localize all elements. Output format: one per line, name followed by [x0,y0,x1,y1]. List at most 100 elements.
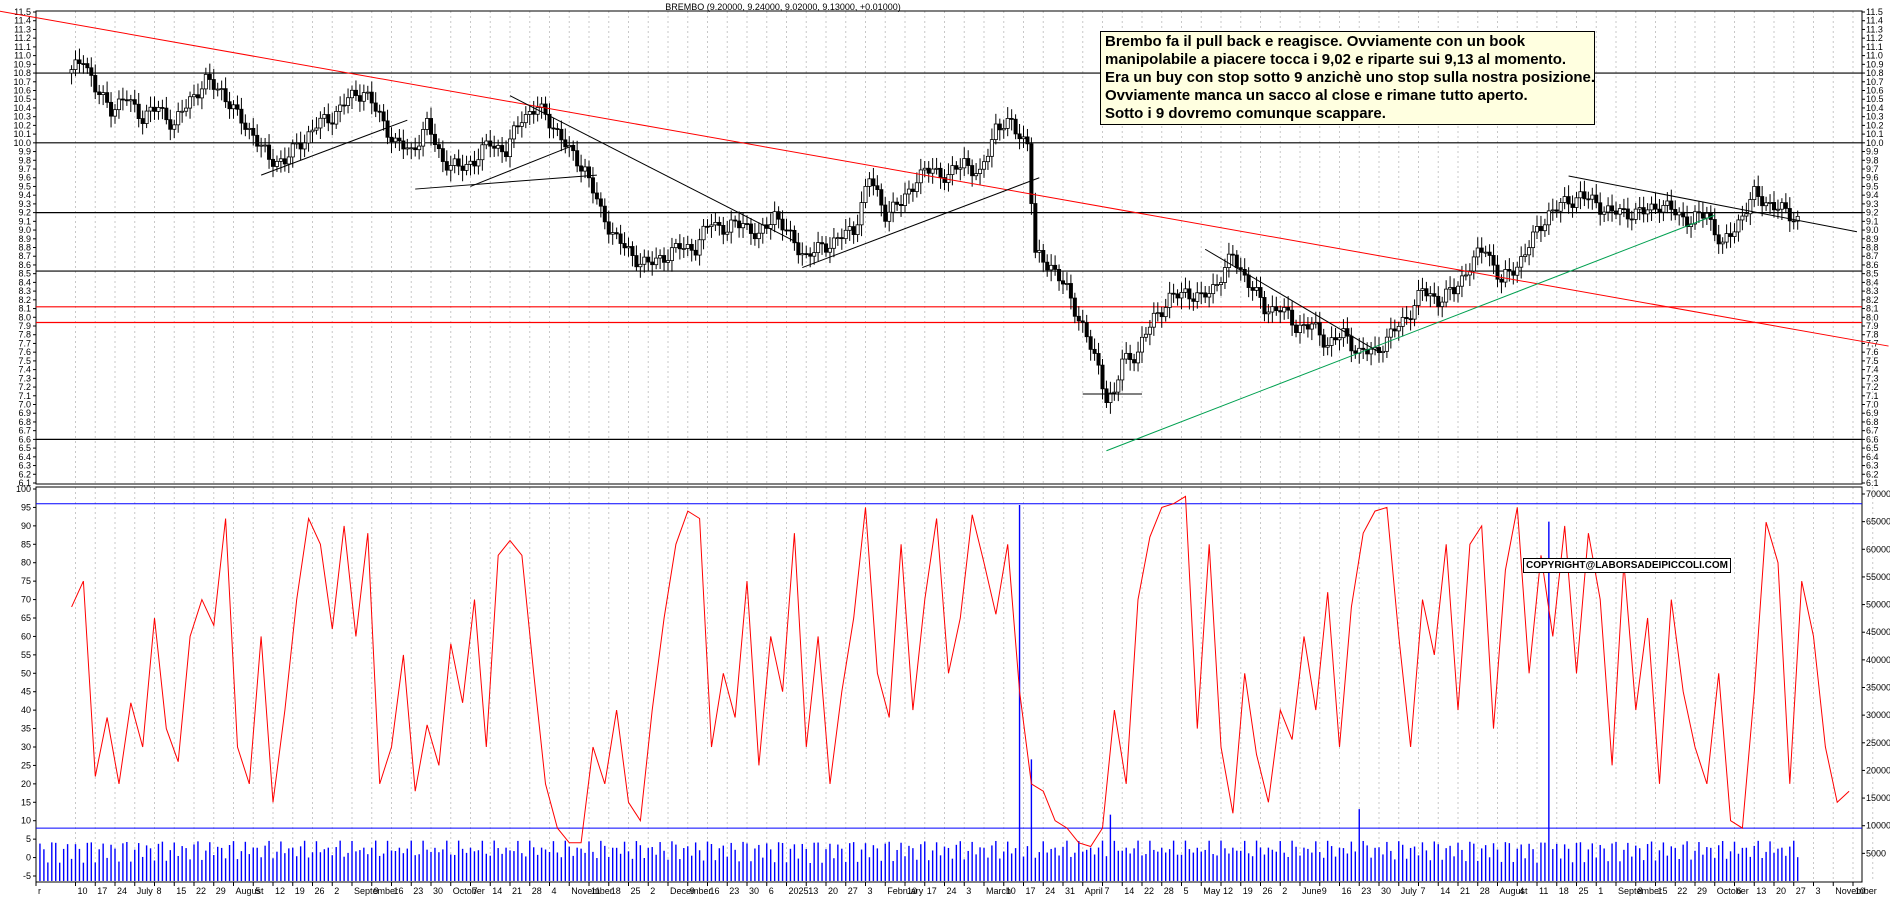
candle-body [930,168,935,174]
candle-body [863,186,868,203]
x-tick-label: 23 [729,886,739,896]
candle-body [69,69,74,74]
candle-body [1503,269,1508,283]
candle-body [1104,388,1109,404]
y-tick-label-left: 7.4 [18,365,31,375]
candle-body [725,231,730,235]
volume-tick-label: 10000 [1866,821,1890,831]
y-tick-label-left: 8.4 [18,277,31,287]
candle-body [227,101,232,110]
candle-body [1456,285,1461,295]
y-tick-label-right: 10.3 [1866,112,1884,122]
candle-body [741,223,746,229]
candle-body [326,114,331,124]
candle-body [164,107,169,121]
candle-body [1262,297,1267,315]
candle-body [1163,307,1168,318]
y-tick-label-right: 7.0 [1866,400,1879,410]
candle-body [219,88,224,91]
candle-body [373,102,378,112]
x-tick-label: 7 [1421,886,1426,896]
x-tick-label: 30 [433,886,443,896]
candle-body [231,104,236,110]
candle-body [1491,255,1496,266]
y-tick-label-left: 7.0 [18,400,31,410]
candle-body [737,220,742,229]
candle-body [922,167,927,171]
candle-body [1677,211,1682,216]
y-tick-label-right: 7.3 [1866,373,1879,383]
candle-body [436,144,441,150]
annotation-line: Sotto i 9 dovremo comunque scappare. [1105,105,1386,122]
candle-body [800,253,805,256]
candle-body [144,110,149,124]
x-tick-label: 8 [1638,886,1643,896]
candle-body [1250,287,1255,291]
candle-body [776,211,781,220]
candle-body [1384,336,1389,352]
candle-body [1475,247,1480,258]
candle-body [1132,359,1137,364]
candle-body [1645,209,1650,215]
candle-body [1795,215,1800,222]
candle-body [855,224,860,235]
candle-body [1554,209,1559,212]
candle-body [409,147,414,150]
candle-body [906,188,911,195]
candle-body [1685,216,1690,227]
candle-body [717,222,722,226]
candle-body [1665,200,1670,206]
candle-body [1760,196,1765,207]
candle-body [1167,292,1172,308]
candle-body [713,222,718,226]
x-tick-label: 22 [1144,886,1154,896]
x-tick-label: 18 [1559,886,1569,896]
candle-body [1219,282,1224,285]
y-tick-label-left: 10.1 [13,129,31,139]
candle-body [551,127,556,130]
candle-body [322,114,327,119]
candle-body [184,107,189,112]
y-tick-label-left: 10.0 [13,138,31,148]
x-tick-label: 22 [1677,886,1687,896]
y-tick-label-right: 6.3 [1866,461,1879,471]
candle-body [989,139,994,157]
y-tick-label-left: 10.5 [13,94,31,104]
candle-body [527,111,532,115]
x-tick-label: 12 [1223,886,1233,896]
y-tick-label-left: 9.6 [18,173,31,183]
candle-body [488,140,493,147]
candle-body [1380,350,1385,353]
y-tick-label-right: 6.2 [1866,469,1879,479]
candle-body [1657,208,1662,213]
candle-body [1005,118,1010,129]
candle-body [1108,392,1113,404]
candle-body [401,140,406,150]
candle-body [1649,203,1654,211]
candle-body [745,223,750,225]
candle-body [1294,324,1299,333]
candle-body [630,246,635,256]
y-tick-label-left: 9.9 [18,147,31,157]
y-tick-label-left: 10.6 [13,86,31,96]
candle-body [851,226,856,235]
candle-body [839,237,844,240]
candle-body [1061,280,1066,285]
annotation-line: Era un buy con stop sotto 9 anzichè uno … [1105,69,1596,86]
x-tick-label: 19 [1243,886,1253,896]
candle-body [1538,226,1543,232]
candle-body [685,244,690,249]
candle-body [756,232,761,240]
candle-body [263,144,268,147]
candle-body [464,163,469,171]
x-tick-label: 3 [1816,886,1821,896]
x-tick-label: July [137,886,154,896]
y-tick-label-left: 6.1 [18,478,31,488]
candle-body [772,211,777,226]
candle-body [432,133,437,145]
candle-body [1653,203,1658,210]
candle-body [1309,323,1314,330]
candle-body [448,165,453,171]
y-tick-label-left: 7.8 [18,330,31,340]
candle-body [349,89,354,99]
